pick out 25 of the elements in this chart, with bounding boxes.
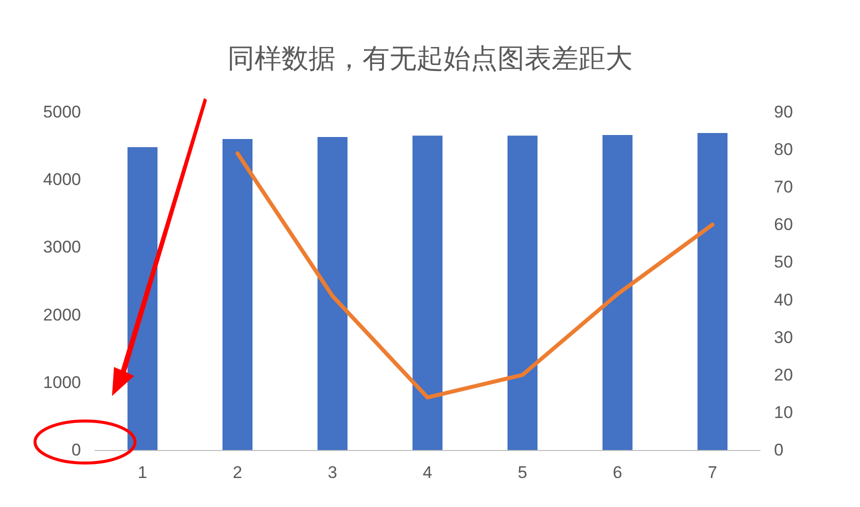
- chart-title: 同样数据，有无起始点图表差距大: [228, 44, 632, 74]
- x-tick-label: 1: [138, 463, 148, 482]
- y-tick-label: 2000: [43, 305, 81, 324]
- y2-tick-label: 70: [774, 178, 793, 197]
- y2-tick-label: 40: [774, 290, 793, 310]
- y2-tick-label: 30: [774, 328, 793, 347]
- y2-tick-label: 50: [774, 252, 793, 272]
- x-tick-label: 4: [422, 463, 432, 482]
- x-tick-label: 3: [328, 463, 338, 482]
- y2-tick-label: 20: [774, 365, 793, 384]
- y-tick-label: 1000: [43, 372, 81, 392]
- y2-tick-label: 60: [774, 215, 793, 234]
- x-tick-label: 7: [708, 463, 718, 482]
- y-tick-label: 0: [72, 440, 81, 460]
- y-tick-label: 4000: [43, 170, 81, 190]
- line-series: [236, 151, 714, 400]
- y2-tick-label: 90: [774, 102, 793, 122]
- y-tick-label: 5000: [43, 102, 81, 122]
- y2-tick-label: 10: [774, 402, 793, 422]
- y-tick-label: 3000: [43, 238, 81, 257]
- x-tick-label: 2: [232, 463, 242, 482]
- y2-tick-label: 80: [774, 140, 793, 160]
- x-tick-label: 6: [612, 463, 622, 482]
- y2-tick-label: 0: [774, 440, 784, 460]
- x-tick-label: 5: [518, 463, 528, 482]
